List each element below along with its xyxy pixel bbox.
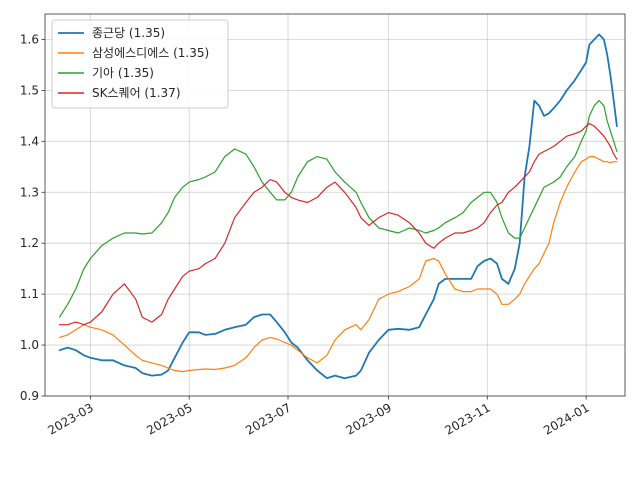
series-line-3 <box>59 122 618 326</box>
y-tick-label: 1.6 <box>20 32 39 46</box>
series-lines <box>58 33 618 380</box>
y-tick-label: 1.3 <box>20 185 39 199</box>
x-tick-label: 2023-05 <box>144 400 194 437</box>
grid <box>45 14 625 397</box>
y-tick-label: 1.5 <box>20 83 39 97</box>
y-tick-label: 1.2 <box>20 236 39 250</box>
series-line-0 <box>58 33 618 380</box>
y-tick-label: 0.9 <box>20 389 39 403</box>
series-line-1 <box>59 156 618 373</box>
legend-label: 기아 (1.35) <box>92 66 154 80</box>
y-tick-label: 1.1 <box>20 287 39 301</box>
y-axis: 0.9 1.0 1.1 1.2 1.3 1.4 1.5 1.6 <box>20 32 45 403</box>
x-axis: 2023-03 2023-05 2023-07 2023-09 2023-11 2024-… <box>45 396 592 438</box>
legend: 종근당 (1.35) 삼성에스디에스 (1.35) 기아 (1.35) SK스퀘어 (… <box>51 19 229 109</box>
plot-frame <box>44 13 626 397</box>
x-tick-label: 2023-11 <box>442 400 492 437</box>
x-tick-label: 2023-09 <box>344 400 394 437</box>
y-tick-label: 1.4 <box>20 134 39 148</box>
x-tick-label: 2023-03 <box>45 400 95 437</box>
legend-label: SK스퀘어 (1.37) <box>92 86 181 100</box>
x-tick-label: 2023-07 <box>243 400 293 437</box>
legend-label: 삼성에스디에스 (1.35) <box>92 46 209 60</box>
x-tick-label: 2024-01 <box>541 400 591 437</box>
legend-label: 종근당 (1.35) <box>92 26 165 40</box>
series-line-2 <box>59 100 618 318</box>
y-tick-label: 1.0 <box>20 338 39 352</box>
legend-box <box>51 19 229 109</box>
